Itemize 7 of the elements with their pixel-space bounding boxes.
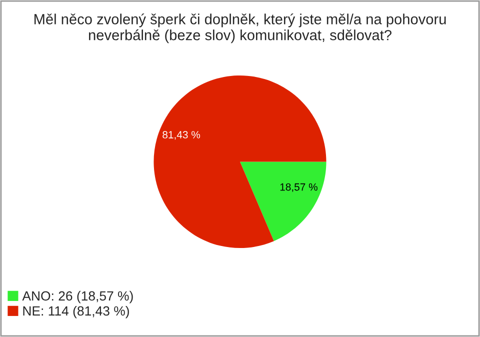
legend-label: ANO: 26 (18,57 %) <box>22 290 133 304</box>
chart-title: Měl něco zvolený šperk či doplněk, který jste měl/a na pohovoru neverbálně (beze slov) komunikovat, sdělovat? <box>34 13 446 44</box>
data-label: 18,57 % <box>280 183 318 192</box>
legend-label: NE: 114 (81,43 %) <box>23 306 129 318</box>
data-label: 81,43 % <box>162 131 200 140</box>
pie-slice <box>240 162 326 242</box>
pie-slice <box>154 75 326 248</box>
